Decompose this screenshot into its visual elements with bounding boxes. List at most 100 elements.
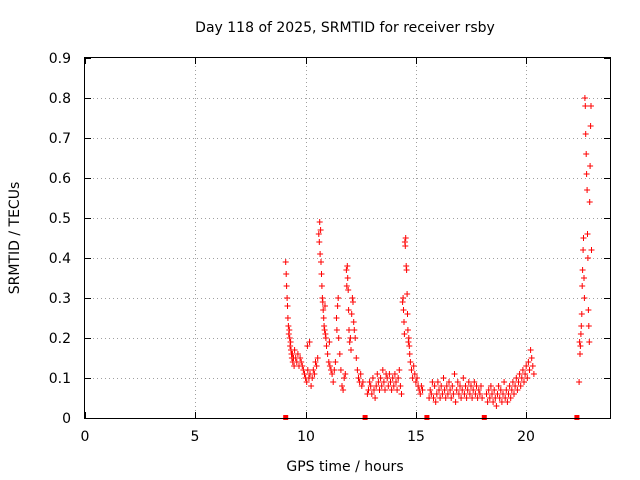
data-point	[401, 319, 407, 325]
data-point	[431, 383, 438, 389]
data-point	[524, 375, 531, 381]
y-tick-label: 0.1	[49, 371, 71, 387]
data-point	[333, 327, 340, 333]
data-point	[497, 387, 504, 393]
data-point	[320, 315, 327, 321]
data-point	[404, 311, 411, 317]
data-point	[517, 383, 524, 389]
data-point	[454, 379, 461, 385]
data-point	[345, 307, 352, 313]
data-point	[402, 235, 409, 241]
data-point	[379, 367, 386, 373]
data-point	[509, 379, 516, 385]
data-point	[414, 375, 420, 381]
y-tick-label: 0	[62, 411, 71, 427]
data-point	[393, 379, 399, 385]
data-point	[579, 283, 586, 289]
data-point	[301, 371, 308, 377]
data-point	[576, 379, 583, 385]
data-point	[496, 395, 503, 401]
data-point	[308, 383, 315, 389]
data-gap-markers	[283, 415, 580, 420]
data-point	[389, 375, 396, 381]
data-point	[398, 391, 405, 397]
data-point	[283, 283, 290, 289]
data-point	[388, 387, 395, 393]
data-point	[584, 231, 591, 237]
y-tick-label: 0.3	[49, 291, 71, 307]
data-point	[282, 259, 289, 265]
data-point	[461, 391, 468, 397]
data-point	[515, 379, 522, 385]
data-point	[429, 379, 436, 385]
data-point	[501, 379, 508, 385]
data-point	[309, 375, 316, 381]
data-point	[354, 367, 361, 373]
data-point	[586, 339, 593, 345]
data-point	[322, 303, 328, 309]
data-point	[441, 387, 448, 393]
data-point	[438, 383, 445, 389]
data-point	[484, 399, 491, 405]
data-point	[304, 367, 311, 373]
data-point	[333, 315, 340, 321]
data-point	[463, 395, 470, 401]
data-point	[418, 383, 425, 389]
data-point	[526, 367, 533, 373]
data-point	[487, 383, 494, 389]
data-point	[507, 395, 514, 401]
data-point	[581, 95, 588, 101]
data-point	[582, 103, 589, 109]
data-point	[444, 391, 451, 397]
data-point	[485, 387, 492, 393]
x-tick-label: 10	[297, 429, 315, 445]
data-point	[442, 395, 449, 401]
data-point	[476, 391, 483, 397]
data-point	[419, 387, 426, 393]
data-point	[329, 371, 336, 377]
data-point	[583, 151, 590, 157]
data-point	[312, 359, 319, 365]
data-point	[408, 367, 415, 373]
data-point	[353, 355, 360, 361]
data-point	[449, 383, 456, 389]
data-point	[518, 375, 525, 381]
data-point	[294, 351, 301, 357]
data-point	[486, 395, 493, 401]
data-point	[297, 355, 304, 361]
data-point	[315, 231, 322, 237]
data-point	[341, 375, 348, 381]
data-point	[459, 387, 466, 393]
plot-frame	[84, 57, 611, 419]
data-point	[528, 355, 535, 361]
data-point	[489, 391, 495, 397]
data-point	[331, 367, 338, 373]
data-point	[404, 291, 411, 297]
data-point	[494, 391, 501, 397]
data-points	[282, 95, 595, 409]
data-point	[320, 307, 327, 313]
data-point	[313, 363, 320, 369]
data-point	[460, 375, 467, 381]
data-point	[332, 359, 339, 365]
data-point	[407, 359, 414, 365]
data-point	[317, 251, 324, 257]
data-point	[303, 379, 310, 385]
x-tick-labels: 0 5 10 15 20	[81, 429, 535, 445]
data-point	[284, 315, 291, 321]
data-point	[339, 383, 345, 389]
data-point	[325, 359, 332, 365]
data-point	[470, 387, 477, 393]
data-point	[345, 287, 352, 293]
data-point	[578, 311, 585, 317]
data-point	[503, 387, 510, 393]
data-gap-marker	[481, 415, 487, 420]
data-point	[371, 387, 377, 393]
data-point	[390, 383, 397, 389]
data-point	[344, 263, 351, 269]
data-point	[439, 391, 446, 397]
data-point	[583, 171, 590, 177]
data-point	[401, 331, 408, 337]
data-point	[386, 371, 393, 377]
